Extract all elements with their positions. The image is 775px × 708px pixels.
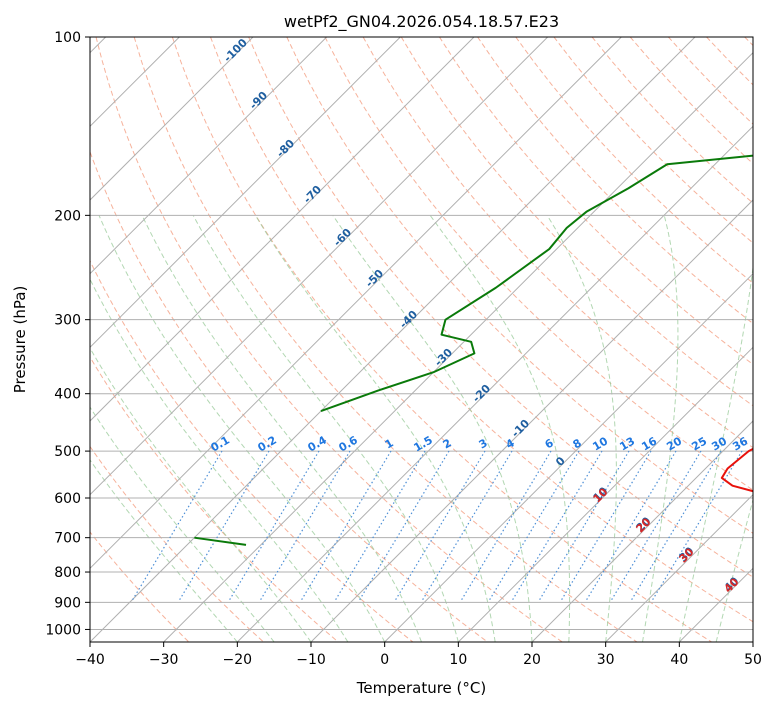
plot-frame xyxy=(89,36,754,643)
x-tick-label: 10 xyxy=(449,652,467,668)
dry-adiabat xyxy=(400,37,753,407)
mixing-ratio-line xyxy=(460,450,552,602)
chart-title: wetPf2_GN04.2026.054.18.57.E23 xyxy=(284,12,559,32)
moist-adiabat xyxy=(678,263,753,642)
x-tick-label: 0 xyxy=(380,652,389,668)
mixing-ratio-line xyxy=(560,450,652,602)
isotherm xyxy=(531,420,753,642)
dry-adiabat xyxy=(515,37,753,284)
isotherm xyxy=(605,493,753,642)
x-tick-label: −40 xyxy=(75,652,105,668)
mixing-ratio-line xyxy=(538,450,630,602)
mixing-ratio-line xyxy=(334,450,426,602)
x-tick-label: 30 xyxy=(597,652,615,668)
moist-adiabat xyxy=(90,278,349,642)
mixing-ratio-line xyxy=(421,450,513,602)
mixing-ratio-line xyxy=(630,450,722,602)
isotherm xyxy=(90,37,401,349)
mixing-ratio-line xyxy=(488,450,580,602)
x-tick-label: −10 xyxy=(296,652,326,668)
dry-adiabat xyxy=(90,531,190,642)
isotherm xyxy=(90,37,549,496)
moist-adiabat xyxy=(642,215,679,642)
plot-background xyxy=(90,37,753,642)
dry-adiabat xyxy=(248,37,753,578)
mixing-ratio-line xyxy=(259,450,351,602)
moist-adiabat xyxy=(255,215,496,642)
isotherm xyxy=(90,37,475,422)
dry-adiabat xyxy=(90,445,264,642)
moist-adiabat xyxy=(141,215,422,642)
profile-line-2 xyxy=(320,154,753,413)
dry-adiabat xyxy=(90,356,339,642)
y-tick-label: 300 xyxy=(54,313,81,329)
y-tick-label: 700 xyxy=(54,531,81,547)
y-tick-label: 900 xyxy=(54,595,81,611)
mixing-ratio-line xyxy=(228,450,320,602)
profile-line-0 xyxy=(720,447,753,493)
x-tick-label: −30 xyxy=(149,652,179,668)
x-axis-title: Temperature (°C) xyxy=(356,679,486,697)
isotherm xyxy=(384,272,753,642)
mixing-ratio-line xyxy=(131,450,223,602)
moist-adiabat xyxy=(429,215,571,642)
isotherm xyxy=(752,641,753,642)
y-tick-label: 200 xyxy=(54,208,81,224)
y-axis-title: Pressure (hPa) xyxy=(11,286,29,394)
isotherm xyxy=(90,37,622,570)
x-tick-label: 20 xyxy=(523,652,541,668)
dry-adiabat xyxy=(210,37,753,623)
isotherm xyxy=(90,37,696,642)
dry-adiabat xyxy=(95,37,563,642)
y-tick-label: 600 xyxy=(54,491,81,507)
mixing-ratio-line xyxy=(511,450,603,602)
dry-adiabat xyxy=(477,37,753,325)
dry-adiabat xyxy=(133,37,638,642)
mixing-ratio-line xyxy=(300,450,392,602)
dry-adiabat xyxy=(90,259,414,642)
y-tick-label: 400 xyxy=(54,387,81,403)
y-tick-label: 1000 xyxy=(45,622,81,638)
y-tick-label: 500 xyxy=(54,444,81,460)
dry-adiabat xyxy=(171,37,712,642)
dry-adiabat xyxy=(286,37,753,534)
moist-adiabat xyxy=(715,498,753,642)
isotherm xyxy=(310,199,753,642)
mixing-ratio-line xyxy=(358,450,450,602)
isotherm xyxy=(90,37,254,201)
background-lines xyxy=(90,37,753,642)
x-tick-label: 40 xyxy=(670,652,688,668)
dry-adiabat xyxy=(90,150,488,642)
moist-adiabat xyxy=(98,215,386,642)
dry-adiabat xyxy=(362,37,753,449)
dry-adiabat xyxy=(439,37,753,366)
x-tick-label: −20 xyxy=(223,652,253,668)
mixing-ratio-line xyxy=(610,450,702,602)
isotherm xyxy=(90,37,328,275)
moist-adiabat xyxy=(90,347,312,642)
moist-adiabat xyxy=(90,459,238,642)
isotherm xyxy=(457,346,753,642)
moist-adiabat xyxy=(192,215,459,642)
x-tick-label: 50 xyxy=(744,652,762,668)
mixing-ratio-line xyxy=(394,450,486,602)
x-axis-ticks: −40 −30 −20 −10 0 10 20 30 40 50 xyxy=(75,642,762,668)
isotherm xyxy=(236,125,753,642)
mixing-ratio-line xyxy=(651,450,743,602)
moist-adiabat xyxy=(546,215,617,642)
mixing-ratio-line xyxy=(178,450,270,602)
dry-adiabat xyxy=(324,37,753,491)
y-tick-label: 800 xyxy=(54,565,81,581)
y-axis-ticks: 100 200 300 400 500 600 700 800 900 1000 xyxy=(45,30,90,638)
mixing-ratio-line xyxy=(585,450,677,602)
y-tick-label: 100 xyxy=(54,30,81,46)
profile-line-3 xyxy=(194,536,247,546)
series-layer xyxy=(194,154,753,546)
